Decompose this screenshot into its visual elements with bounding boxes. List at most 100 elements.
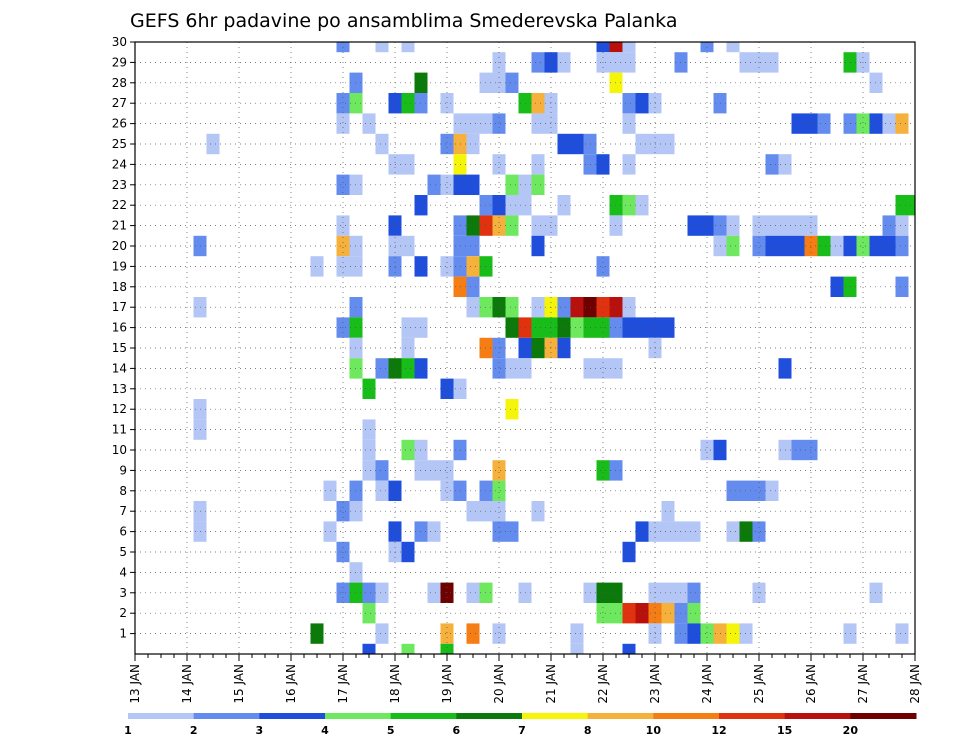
heatmap-cell (765, 215, 779, 236)
heatmap-cell (557, 297, 571, 318)
heatmap-cell (752, 235, 766, 257)
y-tick-label: 26 (112, 117, 127, 131)
y-tick-label: 25 (112, 137, 127, 151)
colorbar-label: 10 (646, 724, 662, 737)
heatmap-cell (726, 42, 740, 53)
heatmap-cell (505, 317, 519, 338)
heatmap-cell (401, 93, 415, 114)
heatmap-cell (635, 133, 649, 155)
x-tick-label: 26 JAN (804, 664, 818, 704)
heatmap-cell (440, 643, 454, 654)
x-tick-label: 15 JAN (232, 664, 246, 704)
heatmap-cell (401, 541, 415, 563)
y-tick-label: 12 (112, 402, 127, 416)
y-tick-label: 28 (112, 76, 127, 90)
colorbar-label: 6 (453, 724, 461, 737)
colorbar-swatch (193, 713, 260, 719)
colorbar-label: 5 (387, 724, 395, 737)
colorbar-swatch (653, 713, 720, 719)
y-tick-label: 30 (112, 35, 127, 49)
heatmap-cell (570, 643, 584, 654)
y-tick-label: 11 (112, 423, 127, 437)
x-tick-label: 19 JAN (440, 664, 454, 704)
colorbar-swatch (259, 713, 326, 719)
y-tick-label: 17 (112, 300, 127, 314)
colorbar-swatch (325, 713, 392, 719)
heatmap-cell (622, 154, 636, 175)
colorbar-swatch (784, 713, 851, 719)
heatmap-cell (401, 154, 415, 175)
y-tick-label: 9 (119, 463, 127, 477)
y-tick-label: 2 (119, 606, 127, 620)
heatmap-cell (492, 480, 506, 501)
heatmap-cell (791, 215, 805, 236)
heatmap-cell (622, 42, 636, 53)
heatmap-cell (375, 358, 389, 379)
heatmap-cell (830, 276, 844, 297)
colorbar: 1 2 3 4 5 6 7 8 10 12 15 20 (124, 713, 917, 737)
heatmap-cell (635, 195, 649, 216)
heatmap-cell (570, 297, 584, 318)
heatmap-cell (531, 317, 545, 338)
colorbar-swatch (456, 713, 523, 719)
heatmap-cell (531, 52, 545, 73)
heatmap-cell (557, 52, 571, 73)
heatmap-cell (622, 603, 636, 624)
heatmap-cell (505, 174, 519, 195)
y-tick-label: 24 (112, 157, 127, 171)
heatmap-cell (492, 358, 506, 379)
heatmap-cell (531, 235, 545, 257)
y-tick-label: 23 (112, 178, 127, 192)
heatmap-cell (765, 480, 779, 501)
heatmap-cell (635, 93, 649, 114)
heatmap-cell (635, 521, 649, 542)
heatmap-cell (375, 460, 389, 481)
heatmap-cell (336, 113, 350, 134)
x-tick-label: 23 JAN (648, 664, 662, 704)
y-tick-label: 1 (119, 627, 127, 641)
y-tick-label: 5 (119, 545, 127, 559)
heatmap-cell (440, 174, 454, 195)
heatmap-cell (830, 235, 844, 257)
heatmap-cell (466, 256, 480, 277)
heatmap-cell (206, 133, 220, 155)
y-tick-label: 13 (112, 382, 127, 396)
heatmap-cell (401, 337, 415, 359)
x-tick-label: 27 JAN (856, 664, 870, 704)
x-tick-label: 13 JAN (128, 664, 142, 704)
y-tick-label: 8 (119, 484, 127, 498)
heatmap-cell (466, 297, 480, 318)
y-tick-label: 27 (112, 96, 127, 110)
heatmap-cell (596, 460, 610, 481)
heatmap-cell (492, 623, 506, 644)
y-tick-label: 10 (112, 443, 127, 457)
heatmap-cell (466, 215, 480, 236)
heatmap-cell (466, 133, 480, 155)
heatmap-cell (895, 235, 909, 257)
colorbar-label: 4 (321, 724, 329, 737)
heatmap-cell (726, 235, 740, 257)
colorbar-swatch (390, 713, 457, 719)
heatmap-cell (531, 501, 545, 522)
heatmap-cell (622, 297, 636, 318)
heatmap-cell (505, 399, 519, 420)
y-tick-label: 15 (112, 341, 127, 355)
x-tick-label: 28 JAN (908, 664, 922, 704)
heatmap-cell (596, 256, 610, 277)
heatmap-cell (765, 154, 779, 175)
heatmap-cell (570, 133, 584, 155)
heatmap-cell (401, 317, 415, 338)
heatmap-cell (687, 603, 701, 624)
heatmap-cell (492, 215, 506, 236)
heatmap-cells (193, 42, 915, 654)
colorbar-swatch (719, 713, 786, 719)
heatmap-cell (427, 460, 441, 481)
heatmap-cell (908, 195, 915, 216)
heatmap-cell (440, 256, 454, 277)
heatmap-cell (622, 317, 636, 338)
heatmap-cell (440, 460, 454, 481)
heatmap-cell (687, 521, 701, 542)
heatmap-cell (401, 358, 415, 379)
heatmap-cell (336, 235, 350, 257)
heatmap-cell (375, 582, 389, 603)
